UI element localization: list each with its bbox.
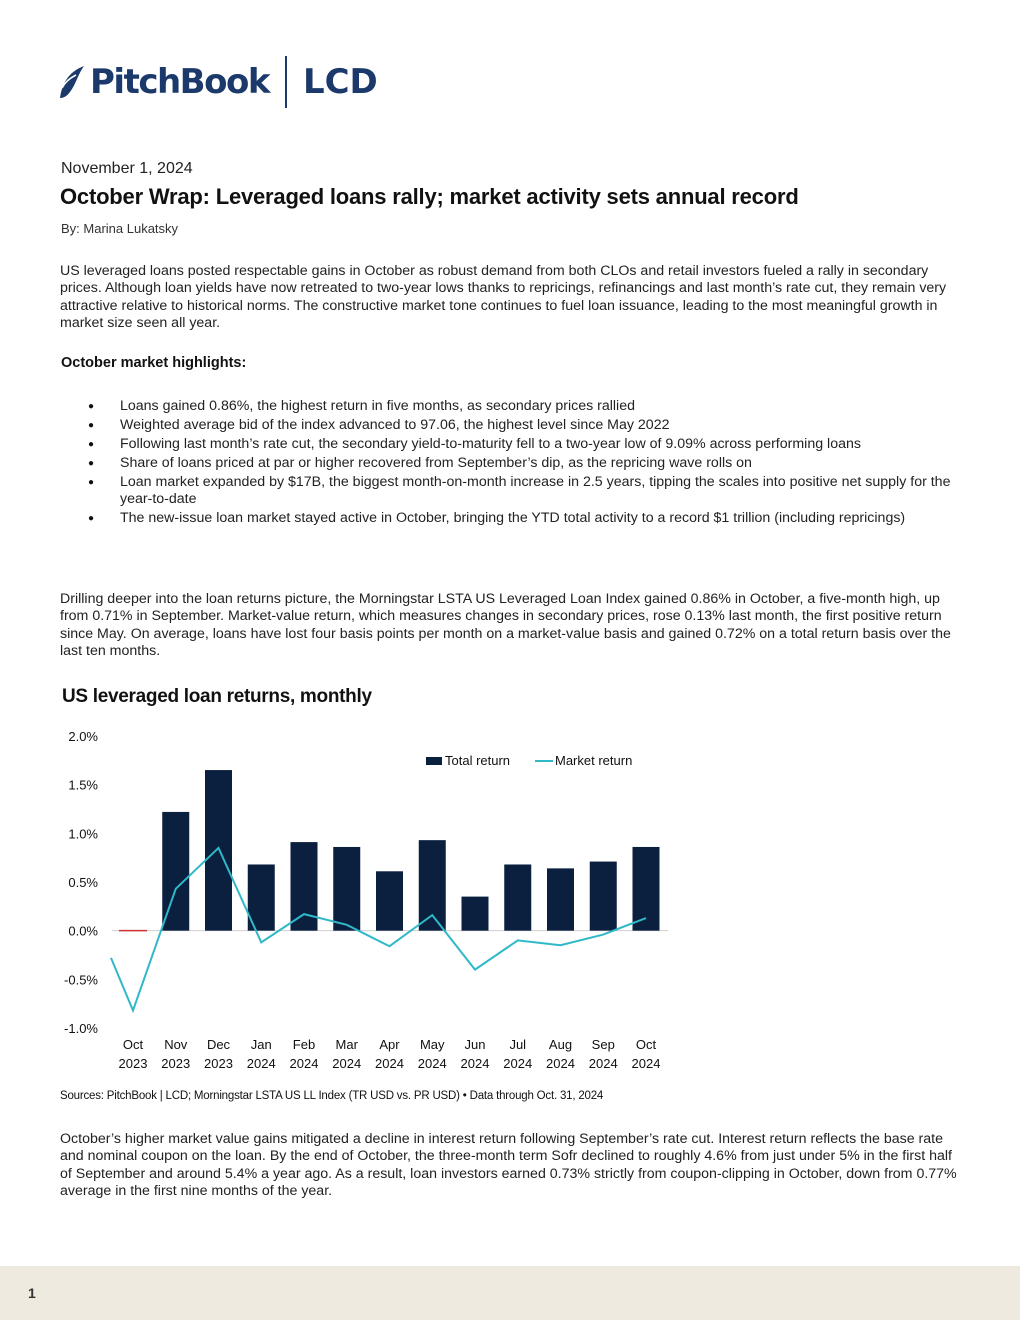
y-tick-label: -1.0%	[64, 1021, 98, 1036]
highlights-heading: October market highlights:	[61, 355, 247, 371]
y-tick-label: 1.0%	[68, 826, 98, 841]
x-tick-label: Feb	[293, 1037, 315, 1052]
x-tick-label: 2024	[461, 1056, 490, 1071]
page-footer	[0, 1266, 1020, 1320]
highlights-list: Loans gained 0.86%, the highest return i…	[88, 398, 968, 529]
article-byline: By: Marina Lukatsky	[61, 221, 179, 236]
y-tick-label: 1.5%	[68, 778, 98, 793]
bar	[162, 811, 190, 931]
bar	[632, 846, 660, 931]
x-tick-label: 2024	[589, 1056, 618, 1071]
bar	[504, 864, 532, 931]
chart-sources: Sources: PitchBook | LCD; Morningstar LS…	[60, 1090, 604, 1102]
bar	[589, 861, 617, 931]
x-tick-label: 2024	[247, 1056, 276, 1071]
pitchbook-leaf-icon	[60, 66, 84, 98]
y-tick-label: 0.5%	[68, 875, 98, 890]
bar	[418, 840, 446, 931]
bar	[461, 896, 489, 931]
x-tick-label: 2024	[546, 1056, 575, 1071]
highlight-item: Loan market expanded by $17B, the bigges…	[88, 474, 968, 508]
article-title: October Wrap: Leveraged loans rally; mar…	[60, 184, 799, 209]
x-tick-label: Dec	[207, 1037, 231, 1052]
returns-chart: 2.0% 1.5% 1.0% 0.5% 0.0% -0.5% -1.0% Oct 2023 Nov…	[64, 729, 668, 1071]
returns-paragraph: Drilling deeper into the loan returns pi…	[60, 591, 951, 659]
x-tick-label: 2024	[632, 1056, 661, 1071]
x-tick-label: 2024	[375, 1056, 404, 1071]
page-number: 1	[28, 1285, 36, 1301]
x-tick-label: Mar	[336, 1037, 359, 1052]
y-tick-label: 2.0%	[68, 729, 98, 744]
chart-title: US leveraged loan returns, monthly	[62, 686, 372, 707]
highlight-item: Following last month’s rate cut, the sec…	[88, 436, 968, 453]
x-tick-label: 2023	[204, 1056, 233, 1071]
legend-label: Total return	[445, 753, 510, 768]
highlight-item: Weighted average bid of the index advanc…	[88, 417, 968, 434]
x-tick-label: Aug	[549, 1037, 572, 1052]
header-logo: PitchBook LCD	[56, 55, 378, 109]
market-return-line	[110, 846, 647, 1014]
sub-brand-name: LCD	[302, 62, 378, 102]
bar	[547, 868, 574, 931]
x-tick-label: Oct	[636, 1037, 657, 1052]
bar	[205, 770, 232, 931]
y-tick-label: 0.0%	[68, 924, 98, 939]
x-tick-label: 2024	[503, 1056, 532, 1071]
interest-paragraph: October’s higher market value gains miti…	[60, 1131, 957, 1199]
x-tick-label: 2023	[161, 1056, 190, 1071]
y-tick-label: -0.5%	[64, 972, 98, 987]
x-tick-label: May	[420, 1037, 445, 1052]
x-tick-label: Apr	[379, 1037, 400, 1052]
x-tick-label: 2024	[332, 1056, 361, 1071]
x-tick-label: Oct	[123, 1037, 144, 1052]
highlight-item: The new-issue loan market stayed active …	[88, 510, 968, 527]
legend-swatch-bar	[426, 757, 442, 765]
x-tick-label: Jul	[509, 1037, 526, 1052]
logo-divider	[284, 56, 287, 108]
bar	[376, 871, 403, 931]
x-tick-label: Jun	[465, 1037, 486, 1052]
brand-name: PitchBook	[90, 62, 270, 102]
x-tick-label: 2024	[418, 1056, 447, 1071]
bar	[247, 864, 275, 931]
x-tick-label: Jan	[251, 1037, 272, 1052]
legend-label: Market return	[555, 753, 632, 768]
x-tick-label: 2024	[290, 1056, 319, 1071]
intro-paragraph: US leveraged loans posted respectable ga…	[60, 263, 947, 331]
x-tick-label: 2023	[119, 1056, 148, 1071]
bar	[333, 846, 361, 931]
highlight-item: Loans gained 0.86%, the highest return i…	[88, 398, 968, 415]
x-tick-label: Sep	[592, 1037, 615, 1052]
article-date: November 1, 2024	[61, 160, 193, 177]
x-tick-label: Nov	[164, 1037, 188, 1052]
highlight-item: Share of loans priced at par or higher r…	[88, 455, 968, 472]
